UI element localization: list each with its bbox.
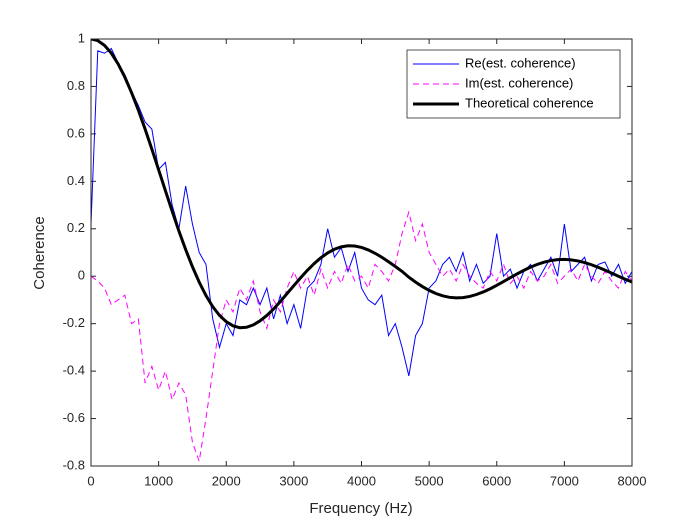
x-tick-label: 4000 xyxy=(347,473,376,488)
legend-label: Im(est. coherence) xyxy=(465,75,573,90)
x-tick-label: 0 xyxy=(87,473,94,488)
y-tick-label: 0.8 xyxy=(67,78,85,93)
axes-box xyxy=(90,38,633,467)
y-tick-label: -0.4 xyxy=(63,363,85,378)
x-tick-label: 7000 xyxy=(550,473,579,488)
series-line xyxy=(91,39,632,330)
legend-label: Re(est. coherence) xyxy=(465,55,576,70)
legend-box xyxy=(406,49,621,119)
y-tick-label: -0.2 xyxy=(63,315,85,330)
y-tick-label: -0.8 xyxy=(63,457,85,472)
y-tick-label: 0.6 xyxy=(67,125,85,140)
x-tick-label: 5000 xyxy=(415,473,444,488)
y-tick-label: -0.6 xyxy=(63,410,85,425)
x-tick-label: 2000 xyxy=(212,473,241,488)
x-axis-label: Frequency (Hz) xyxy=(309,500,412,517)
x-tick-label: 1000 xyxy=(144,473,173,488)
x-tick-label: 3000 xyxy=(279,473,308,488)
x-tick-label: 6000 xyxy=(482,473,511,488)
x-tick-label: 8000 xyxy=(618,473,647,488)
y-tick-label: 0 xyxy=(78,268,85,283)
legend-label: Theoretical coherence xyxy=(465,95,594,110)
series-line xyxy=(91,47,632,376)
y-axis-label: Coherence xyxy=(31,216,48,289)
series-line xyxy=(91,210,632,462)
y-tick-label: 1 xyxy=(78,30,85,45)
y-tick-label: 0.2 xyxy=(67,220,85,235)
y-tick-label: 0.4 xyxy=(67,173,85,188)
